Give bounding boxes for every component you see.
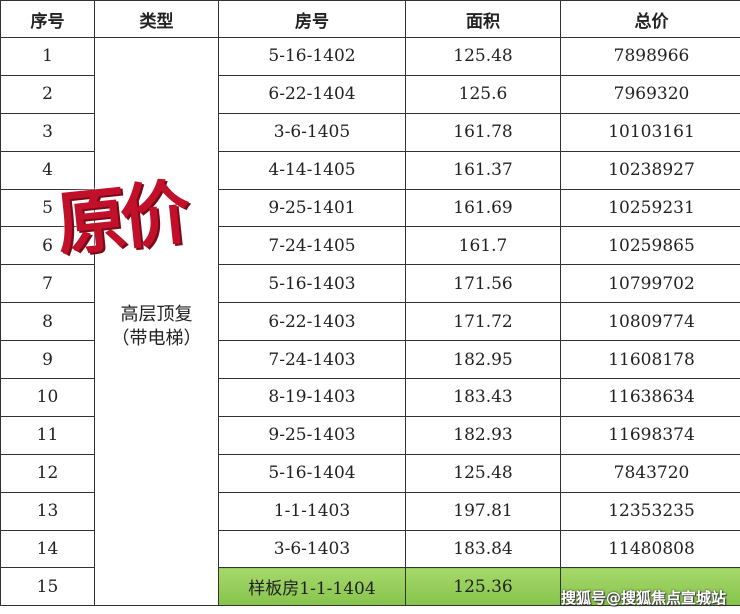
cell-area: 183.43 [405,378,561,417]
table-row: 11 9-25-1403 182.93 11698374 [0,415,740,455]
cell-area: 171.72 [405,302,561,342]
cell-room: 3-6-1403 [218,529,406,569]
cell-price: 11608178 [560,340,740,380]
cell-no: 8 [0,302,95,342]
cell-price: 10259865 [560,226,740,266]
table-row: 12 5-16-1404 125.48 7843720 [0,453,740,493]
cell-area: 125.48 [405,37,561,76]
cell-price: 11698374 [560,415,740,455]
cell-room: 4-14-1405 [218,150,406,190]
cell-area: 125.48 [405,453,561,493]
cell-area: 182.93 [405,415,561,455]
cell-area: 182.95 [405,340,561,380]
cell-no: 1 [0,37,95,76]
cell-type: 高层顶复 （带电梯） [94,36,219,607]
cell-area: 125.36 [405,567,561,607]
cell-room: 5-16-1404 [218,453,406,493]
cell-no: 2 [0,74,95,114]
cell-no: 15 [0,567,95,607]
table-row: 14 3-6-1403 183.84 11480808 [0,529,740,569]
cell-area: 171.56 [405,264,561,304]
cell-area: 161.37 [405,150,561,190]
table-row: 2 6-22-1404 125.6 7969320 [0,74,740,114]
cell-price: 10103161 [560,112,740,152]
cell-price: 7843720 [560,453,740,493]
cell-room: 样板房1-1-1404 [218,567,406,607]
table-row: 4 4-14-1405 161.37 10238927 [0,150,740,190]
cell-room: 1-1-1403 [218,491,406,531]
cell-room: 7-24-1403 [218,340,406,380]
cell-price: 7969320 [560,74,740,114]
cell-room: 8-19-1403 [218,378,406,417]
cell-room: 3-6-1405 [218,112,406,152]
cell-area: 161.78 [405,112,561,152]
table-row: 8 6-22-1403 171.72 10809774 [0,302,740,342]
cell-no: 13 [0,491,95,531]
type-line-2: （带电梯） [111,327,202,349]
header-price: 总价 [560,0,740,38]
cell-price: 10238927 [560,150,740,190]
cell-price: 11480808 [560,529,740,569]
cell-area: 161.69 [405,188,561,228]
header-row: 序号 类型 房号 面积 总价 [0,0,740,38]
cell-no: 9 [0,340,95,380]
type-line-1: 高层顶复 [120,303,193,325]
header-no: 序号 [0,0,95,38]
cell-room: 6-22-1403 [218,302,406,342]
cell-no: 10 [0,378,95,417]
cell-price: 11638634 [560,378,740,417]
cell-price [560,567,740,607]
cell-room: 5-16-1403 [218,264,406,304]
cell-no: 14 [0,529,95,569]
cell-price: 12353235 [560,491,740,531]
cell-area: 183.84 [405,529,561,569]
cell-price: 10809774 [560,302,740,342]
cell-room: 5-16-1402 [218,37,406,76]
cell-area: 125.6 [405,74,561,114]
header-room: 房号 [218,0,406,38]
original-price-stamp: 原价 [52,171,189,267]
cell-no: 3 [0,112,95,152]
cell-no: 6 [0,226,95,266]
table-row: 5 9-25-1401 161.69 10259231 [0,188,740,228]
watermark: 搜狐号@搜狐焦点宣城站 [560,589,726,607]
cell-no: 12 [0,453,95,493]
cell-area: 197.81 [405,491,561,531]
cell-price: 10259231 [560,188,740,228]
table-row: 15 样板房1-1-1404 125.36 [0,567,740,607]
cell-no: 4 [0,150,95,190]
cell-price: 10799702 [560,264,740,304]
cell-no: 7 [0,264,95,304]
cell-room: 9-25-1403 [218,415,406,455]
cell-no: 11 [0,415,95,455]
cell-room: 9-25-1401 [218,188,406,228]
table-row: 9 7-24-1403 182.95 11608178 [0,340,740,380]
table-row: 3 3-6-1405 161.78 10103161 [0,112,740,152]
cell-no: 5 [0,188,95,228]
cell-room: 6-22-1404 [218,74,406,114]
table-row: 13 1-1-1403 197.81 12353235 [0,491,740,531]
header-type: 类型 [94,0,219,38]
table-row: 1 高层顶复 （带电梯） 5-16-1402 125.48 7898966 [0,36,740,607]
cell-area: 161.7 [405,226,561,266]
cell-price: 7898966 [560,37,740,76]
header-area: 面积 [405,0,561,38]
table-row: 10 8-19-1403 183.43 11638634 [0,378,740,417]
cell-room: 7-24-1405 [218,226,406,266]
